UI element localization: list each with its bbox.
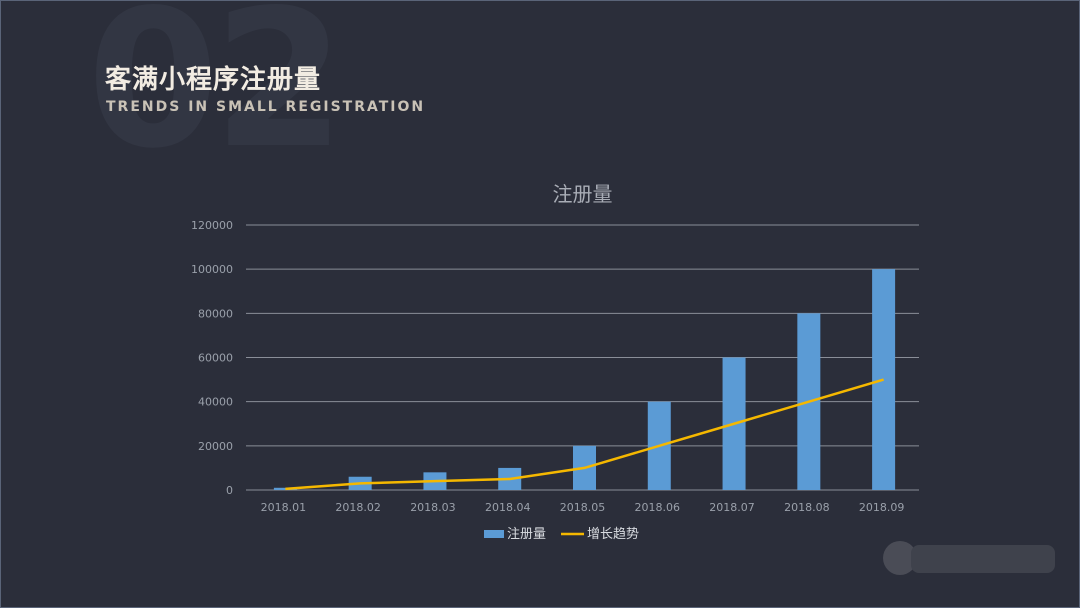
watermark-text-block bbox=[911, 545, 1055, 573]
watermark-blur bbox=[883, 539, 1055, 577]
x-tick-label: 2018.09 bbox=[859, 501, 905, 514]
y-tick-label: 40000 bbox=[198, 396, 233, 409]
x-tick-label: 2018.04 bbox=[485, 501, 531, 514]
slide-subtitle: TRENDS IN SMALL REGISTRATION bbox=[106, 99, 426, 115]
x-tick-label: 2018.05 bbox=[560, 501, 606, 514]
background-number: 02 bbox=[87, 0, 345, 190]
x-tick-label: 2018.01 bbox=[261, 501, 307, 514]
x-tick-label: 2018.02 bbox=[335, 501, 381, 514]
x-tick-label: 2018.06 bbox=[635, 501, 681, 514]
chart-title: 注册量 bbox=[553, 182, 613, 206]
y-tick-label: 20000 bbox=[198, 440, 233, 453]
x-tick-label: 2018.03 bbox=[410, 501, 456, 514]
y-tick-label: 100000 bbox=[191, 263, 233, 276]
y-tick-label: 60000 bbox=[198, 352, 233, 365]
y-tick-label: 120000 bbox=[191, 219, 233, 232]
slide-title: 客满小程序注册量 bbox=[105, 65, 322, 95]
legend-label-bar: 注册量 bbox=[507, 527, 546, 542]
legend-swatch-bar bbox=[484, 530, 504, 538]
y-tick-label: 0 bbox=[226, 484, 233, 497]
x-tick-label: 2018.08 bbox=[784, 501, 830, 514]
y-tick-label: 80000 bbox=[198, 307, 233, 320]
legend-label-line: 增长趋势 bbox=[587, 526, 639, 542]
x-tick-label: 2018.07 bbox=[709, 501, 755, 514]
